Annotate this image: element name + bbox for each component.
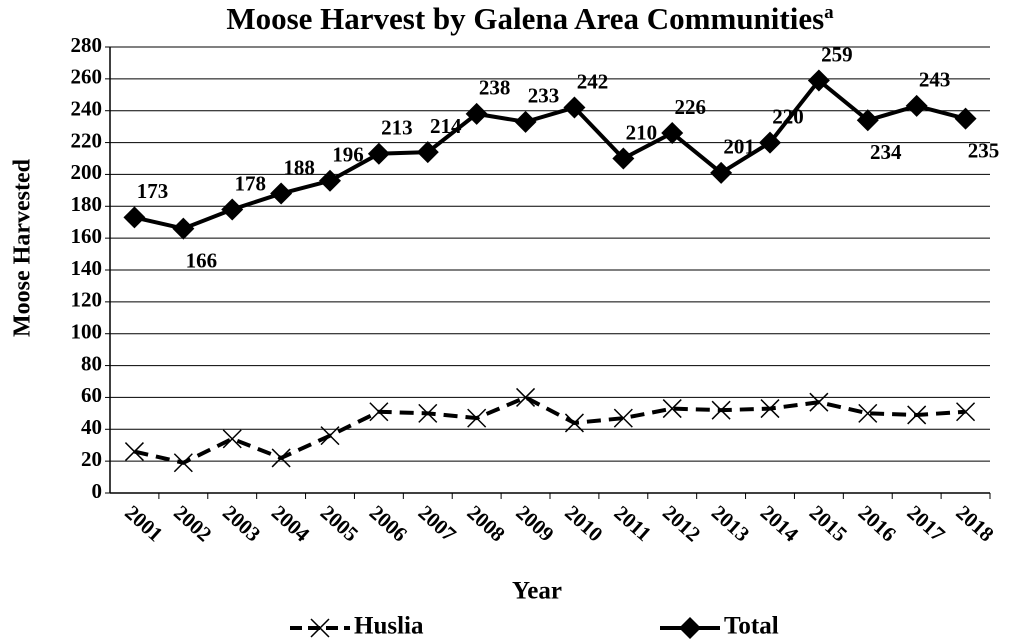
diamond-marker [172, 217, 195, 240]
x-tick-label: 2015 [805, 500, 852, 546]
y-tick-label: 100 [71, 320, 103, 344]
data-label: 214 [430, 114, 462, 138]
y-tick-label: 220 [71, 128, 103, 152]
x-tick-label: 2013 [707, 500, 754, 546]
x-marker [907, 405, 927, 425]
diamond-marker [563, 96, 586, 119]
x-marker [271, 448, 291, 468]
data-label: 242 [577, 69, 609, 93]
diamond-marker [416, 141, 439, 164]
y-tick-label: 0 [92, 479, 103, 503]
diamond-marker [270, 182, 293, 205]
y-axis-label: Moose Harvested [10, 158, 36, 337]
x-axis-label: Year [512, 578, 562, 605]
data-label: 226 [674, 95, 706, 119]
title-text: Moose Harvest by Galena Area Communities [226, 1, 824, 36]
data-label: 238 [479, 76, 511, 100]
x-marker [613, 408, 633, 428]
x-marker [124, 442, 144, 462]
data-label: 259 [821, 42, 853, 66]
data-label: 173 [137, 179, 169, 203]
y-tick-label: 20 [81, 447, 102, 471]
chart-title: Moose Harvest by Galena Area Communities… [226, 1, 834, 36]
diamond-marker [221, 198, 244, 221]
y-tick-label: 180 [71, 192, 103, 216]
diamond-marker [905, 94, 928, 117]
y-tick-label: 260 [71, 65, 103, 89]
x-marker [418, 403, 438, 423]
diamond-marker [367, 142, 390, 165]
data-label: 188 [283, 155, 315, 179]
x-tick-label: 2016 [854, 500, 901, 546]
legend-marker [310, 618, 330, 638]
y-tick-label: 80 [81, 351, 102, 375]
x-tick-label: 2003 [218, 500, 265, 546]
x-tick-label: 2017 [902, 500, 949, 546]
diamond-marker [123, 206, 146, 229]
legend-label: Total [724, 613, 779, 640]
data-label: 243 [919, 68, 951, 92]
data-label: 210 [626, 120, 658, 144]
legend-marker [679, 617, 701, 639]
y-tick-label: 280 [71, 33, 103, 57]
x-marker [662, 399, 682, 419]
title-superscript: a [824, 2, 834, 23]
x-tick-label: 2009 [511, 500, 558, 546]
y-tick-label: 200 [71, 160, 103, 184]
x-tick-label: 2014 [756, 500, 804, 546]
diamond-marker [661, 122, 684, 145]
x-tick-label: 2007 [414, 500, 461, 546]
diamond-marker [514, 110, 537, 133]
x-marker [369, 402, 389, 422]
y-tick-label: 40 [81, 415, 102, 439]
x-tick-label: 2012 [658, 500, 705, 546]
data-label: 196 [332, 143, 364, 167]
x-marker [760, 399, 780, 419]
data-label: 234 [870, 140, 902, 164]
x-marker [320, 426, 340, 446]
diamond-marker [807, 69, 830, 92]
x-marker [222, 429, 242, 449]
data-label: 178 [234, 171, 266, 195]
data-label: 233 [528, 84, 560, 108]
x-marker [809, 392, 829, 412]
y-tick-label: 240 [71, 97, 103, 121]
x-tick-label: 2006 [365, 500, 412, 546]
x-tick-label: 2011 [610, 501, 656, 546]
x-marker [467, 408, 487, 428]
x-tick-label: 2018 [951, 500, 998, 546]
data-label: 235 [968, 138, 1000, 162]
data-label: 213 [381, 116, 413, 140]
x-marker [956, 402, 976, 422]
x-tick-label: 2001 [120, 500, 167, 546]
data-label: 201 [723, 135, 755, 159]
y-tick-label: 140 [71, 256, 103, 280]
diamond-marker [612, 147, 635, 170]
diamond-marker [856, 109, 879, 132]
x-tick-label: 2008 [462, 500, 509, 546]
x-marker [173, 453, 193, 473]
legend-label: Huslia [354, 613, 424, 640]
y-tick-label: 60 [81, 383, 102, 407]
diamond-marker [954, 107, 977, 130]
data-label: 166 [186, 248, 218, 272]
diamond-marker [465, 102, 488, 125]
x-tick-label: 2004 [267, 500, 315, 546]
x-marker [516, 387, 536, 407]
y-tick-label: 120 [71, 288, 103, 312]
x-marker [858, 403, 878, 423]
x-tick-label: 2010 [560, 500, 607, 546]
data-label: 220 [772, 104, 804, 128]
series-line [133, 395, 966, 465]
x-tick-label: 2002 [169, 500, 216, 546]
y-tick-label: 160 [71, 224, 103, 248]
x-tick-label: 2005 [316, 500, 363, 546]
x-marker [564, 413, 584, 433]
x-marker [711, 400, 731, 420]
diamond-marker [710, 161, 733, 184]
diamond-marker [759, 131, 781, 154]
diamond-marker [319, 169, 341, 192]
